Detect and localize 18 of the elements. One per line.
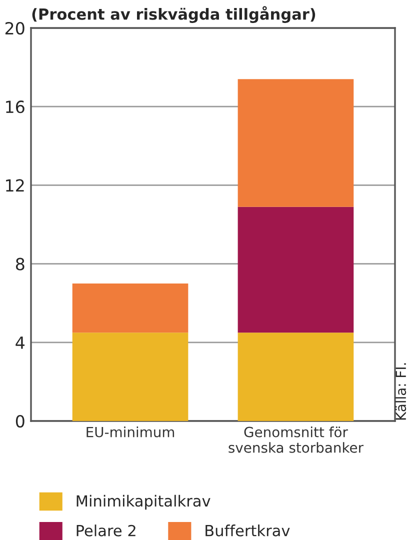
y-tick-label: 16 bbox=[6, 100, 24, 114]
bar bbox=[238, 79, 354, 207]
legend-label: Buffertkrav bbox=[206, 524, 290, 536]
bar bbox=[72, 283, 188, 333]
y-tick-label: 20 bbox=[5, 22, 24, 35]
bar bbox=[72, 332, 188, 421]
text: Källa: FI. bbox=[395, 363, 406, 420]
legend-label: Pelare 2 bbox=[76, 524, 136, 536]
y-tick-label: 0 bbox=[16, 414, 24, 428]
y-tick-label: 8 bbox=[16, 258, 24, 270]
y-tick-label: 4 bbox=[16, 336, 25, 349]
x-tick-label: EU-minimum bbox=[86, 426, 174, 438]
legend-label: Minimikapitalkrav bbox=[76, 494, 210, 510]
chart-title: (Procent av riskvägda tillgångar) bbox=[32, 6, 316, 23]
y-tick-label: 12 bbox=[6, 179, 24, 192]
bar bbox=[238, 332, 354, 421]
x-tick-label: Genomsnitt för svenska storbanker bbox=[228, 426, 364, 453]
bar bbox=[238, 206, 354, 333]
